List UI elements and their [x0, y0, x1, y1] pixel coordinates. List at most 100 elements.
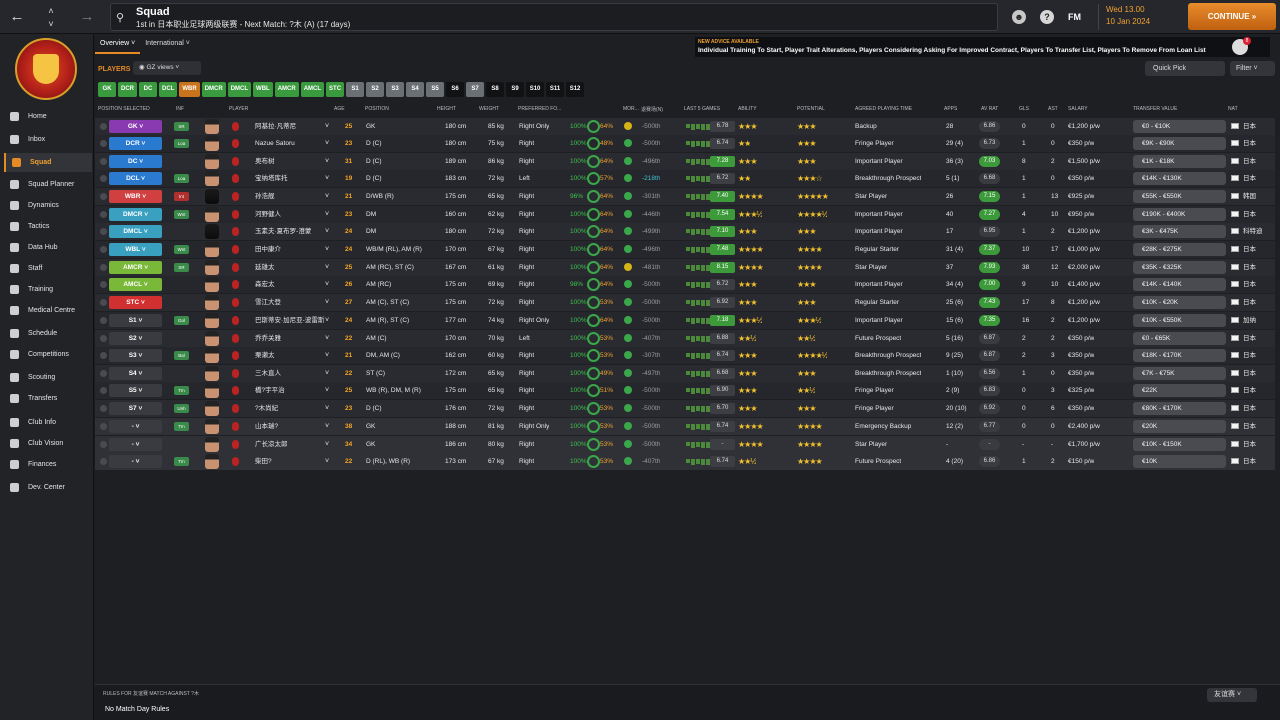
chevron-up-icon[interactable]: ˄	[48, 6, 54, 16]
col-ast[interactable]: AST	[1048, 106, 1058, 112]
player-name[interactable]: 田中康介	[255, 246, 281, 253]
row-select-checkbox[interactable]	[100, 228, 107, 235]
col-player[interactable]: PLAYER	[229, 106, 249, 112]
position-slot-dmcr[interactable]: DMCR	[201, 82, 226, 97]
competition-dropdown[interactable]: 友谊赛 ˅	[1207, 688, 1257, 702]
player-menu-chevron-icon[interactable]: ˅	[325, 193, 330, 200]
row-select-checkbox[interactable]	[100, 458, 107, 465]
position-slot-dc[interactable]: DC	[139, 82, 157, 97]
position-selected-dropdown[interactable]: GK ˅	[109, 120, 162, 133]
col-playing-time[interactable]: AGREED PLAYING TIME	[855, 106, 913, 112]
position-slot-gk[interactable]: GK	[98, 82, 116, 97]
position-selected-dropdown[interactable]: - ˅	[109, 455, 162, 468]
player-menu-chevron-icon[interactable]: ˅	[325, 423, 330, 430]
col-nat[interactable]: NAT	[1228, 106, 1238, 112]
position-selected-dropdown[interactable]: DMCR ˅	[109, 208, 162, 221]
table-row[interactable]: DCR ˅ Loa Nazue Satoru ˅ 23 D (C) 180 cm 75 kg R…	[95, 135, 1275, 152]
position-selected-dropdown[interactable]: AMCL ˅	[109, 278, 162, 291]
player-name[interactable]: 橋?宇平治	[255, 387, 285, 394]
position-slot-s11[interactable]: S11	[546, 82, 565, 97]
player-menu-chevron-icon[interactable]: ˅	[325, 175, 330, 182]
title-search-box[interactable]: ⚲ Squad 1st in 日本职业足球两级联赛 - Next Match: …	[110, 3, 998, 31]
club-badge[interactable]	[15, 38, 77, 100]
sidebar-item-squad[interactable]: Squad	[4, 153, 92, 172]
position-selected-dropdown[interactable]: S5 ˅	[109, 384, 162, 397]
table-row[interactable]: DCL ˅ Loa 宝纳塔库托 ˅ 19 D (C) 183 cm 72 kg Left 100%…	[95, 170, 1275, 187]
position-slot-wbl[interactable]: WBL	[253, 82, 273, 97]
table-row[interactable]: STC ˅ 雪江大登 ˅ 27 AM (C), ST (C) 175 cm 72 kg Rig…	[95, 294, 1275, 311]
position-slot-amcr[interactable]: AMCR	[274, 82, 299, 97]
player-name[interactable]: 奥布树	[255, 158, 275, 165]
position-slot-s6[interactable]: S6	[446, 82, 465, 97]
col-weight[interactable]: WEIGHT	[479, 106, 499, 112]
player-menu-chevron-icon[interactable]: ˅	[325, 458, 330, 465]
player-menu-chevron-icon[interactable]: ˅	[325, 335, 330, 342]
position-slot-wbr[interactable]: WBR	[179, 82, 200, 97]
advice-banner[interactable]: NEW ADVICE AVAILABLE Individual Training…	[695, 37, 1270, 57]
table-row[interactable]: WBL ˅ Wnt 田中康介 ˅ 24 WB/M (RL), AM (R) 170 cm 67…	[95, 241, 1275, 258]
col-inf[interactable]: INF	[176, 106, 185, 112]
position-selected-dropdown[interactable]: WBR ˅	[109, 190, 162, 203]
table-row[interactable]: S4 ˅ 三木直人 ˅ 22 ST (C) 172 cm 65 kg Right 100% 49%…	[95, 365, 1275, 382]
col-potential[interactable]: POTENTIAL	[797, 106, 825, 112]
table-row[interactable]: - ˅ 广长凉太郎 ˅ 34 GK 186 cm 80 kg Right 100% 53% -500…	[95, 436, 1275, 453]
position-selected-dropdown[interactable]: WBL ˅	[109, 243, 162, 256]
player-name[interactable]: 河野健人	[255, 211, 281, 218]
sidebar-item-transfers[interactable]: Transfers	[4, 389, 92, 408]
col-pref-foot[interactable]: PREFERRED FO...	[518, 106, 562, 112]
row-select-checkbox[interactable]	[100, 175, 107, 182]
player-menu-chevron-icon[interactable]: ˅	[325, 405, 330, 412]
position-slot-amcl[interactable]: AMCL	[300, 82, 325, 97]
back-arrow-icon[interactable]: ←	[9, 8, 25, 25]
position-slot-s8[interactable]: S8	[486, 82, 505, 97]
table-row[interactable]: DC ˅ 奥布树 ˅ 31 D (C) 189 cm 86 kg Right 100% 64% -4…	[95, 153, 1275, 170]
table-row[interactable]: S2 ˅ 乔乔关雅 ˅ 22 AM (C) 170 cm 70 kg Left 100% 53% -…	[95, 330, 1275, 347]
help-icon[interactable]: ?	[1040, 10, 1054, 24]
row-select-checkbox[interactable]	[100, 317, 107, 324]
player-menu-chevron-icon[interactable]: ˅	[325, 264, 330, 271]
row-select-checkbox[interactable]	[100, 370, 107, 377]
col-height[interactable]: HEIGHT	[437, 106, 456, 112]
row-select-checkbox[interactable]	[100, 140, 107, 147]
table-row[interactable]: DMCL ˅ 玉素夫·夏布罗-澄蒙 ˅ 24 DM 180 cm 72 kg Right 100…	[95, 223, 1275, 240]
sidebar-item-club-vision[interactable]: Club Vision	[4, 434, 92, 453]
player-name[interactable]: 三木直人	[255, 370, 281, 377]
sidebar-item-club-info[interactable]: Club Info	[4, 413, 92, 432]
player-name[interactable]: 森宏太	[255, 281, 275, 288]
row-select-checkbox[interactable]	[100, 193, 107, 200]
col-last5[interactable]: LAST 5 GAMES	[684, 106, 721, 112]
player-name[interactable]: 巴斯蒂安·加尼亚-波雷斯	[255, 317, 325, 324]
player-menu-chevron-icon[interactable]: ˅	[325, 370, 330, 377]
quick-pick-button[interactable]: Quick Pick	[1145, 61, 1225, 76]
player-name[interactable]: 山本瑞?	[255, 423, 279, 430]
table-row[interactable]: WBR ˅ Int 孙浩舰 ˅ 21 D/WB (R) 175 cm 65 kg Right 96…	[95, 188, 1275, 205]
table-row[interactable]: - ˅ Trn 柴田? ˅ 22 D (RL), WB (R) 173 cm 67 kg Rig…	[95, 453, 1275, 470]
position-selected-dropdown[interactable]: - ˅	[109, 420, 162, 433]
position-selected-dropdown[interactable]: S2 ˅	[109, 332, 162, 345]
sidebar-item-finances[interactable]: Finances	[4, 455, 92, 474]
player-menu-chevron-icon[interactable]: ˅	[325, 352, 330, 359]
col-position[interactable]: POSITION	[365, 106, 389, 112]
sidebar-item-dev-center[interactable]: Dev. Center	[4, 478, 92, 497]
table-row[interactable]: S3 ˅ Bal 栗濑太 ˅ 21 DM, AM (C) 162 cm 60 kg Right 1…	[95, 347, 1275, 364]
table-row[interactable]: S7 ˅ Unh ?木尚紀 ˅ 23 D (C) 176 cm 72 kg Right 100% 5…	[95, 400, 1275, 417]
player-name[interactable]: 广长凉太郎	[255, 441, 288, 448]
player-menu-chevron-icon[interactable]: ˅	[325, 211, 330, 218]
position-slot-s4[interactable]: S4	[406, 82, 425, 97]
row-select-checkbox[interactable]	[100, 281, 107, 288]
position-slot-dcr[interactable]: DCR	[118, 82, 137, 97]
col-morale[interactable]: MOR...	[623, 106, 639, 112]
fm-menu[interactable]: FM	[1068, 12, 1081, 22]
row-select-checkbox[interactable]	[100, 387, 107, 394]
player-menu-chevron-icon[interactable]: ˅	[325, 299, 330, 306]
position-selected-dropdown[interactable]: S1 ˅	[109, 314, 162, 327]
player-menu-chevron-icon[interactable]: ˅	[325, 158, 330, 165]
forward-arrow-icon[interactable]: →	[79, 8, 95, 25]
player-menu-chevron-icon[interactable]: ˅	[325, 246, 330, 253]
player-menu-chevron-icon[interactable]: ˅	[325, 441, 330, 448]
sidebar-item-schedule[interactable]: Schedule	[4, 324, 92, 343]
col-cond[interactable]: 退赛场(N)	[641, 107, 663, 113]
col-pos-selected[interactable]: POSITION SELECTED	[98, 106, 150, 112]
player-menu-chevron-icon[interactable]: ˅	[325, 281, 330, 288]
table-row[interactable]: - ˅ Trn 山本瑞? ˅ 38 GK 188 cm 81 kg Right Only 100%…	[95, 418, 1275, 435]
